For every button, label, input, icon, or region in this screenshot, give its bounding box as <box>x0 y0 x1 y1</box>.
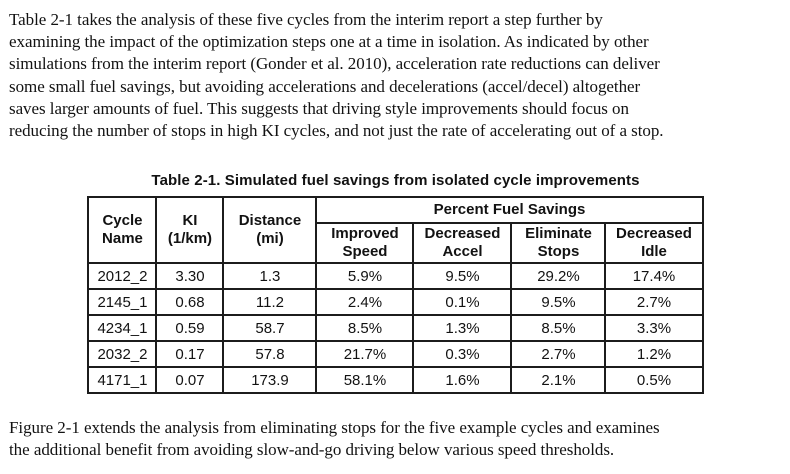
text-line: the additional benefit from avoiding slo… <box>9 440 615 460</box>
cycle-name-cell: 4234_1 <box>87 314 158 343</box>
cycle-name-cell: 2012_2 <box>87 262 158 291</box>
decreased-idle-cell: 0.5% <box>604 366 704 395</box>
improved-speed-cell: 8.5% <box>315 314 415 343</box>
col-header-decreased-idle: Decreased Idle <box>604 222 704 265</box>
decreased-idle-cell: 3.3% <box>604 314 704 343</box>
distance-cell: 58.7 <box>222 314 318 343</box>
text-line: Table 2-1 takes the analysis of these fi… <box>9 10 603 29</box>
col-header-cycle-name: Cycle Name <box>87 196 158 265</box>
decreased-idle-cell: 17.4% <box>604 262 704 291</box>
ki-cell: 0.07 <box>155 366 225 395</box>
ki-cell: 0.68 <box>155 288 225 317</box>
improved-speed-cell: 5.9% <box>315 262 415 291</box>
decreased-accel-cell: 1.6% <box>412 366 513 395</box>
cycle-name-cell: 2145_1 <box>87 288 158 317</box>
text-line: some small fuel savings, but avoiding ac… <box>9 76 641 96</box>
text-line: Figure 2-1 extends the analysis from eli… <box>9 418 660 438</box>
cycle-name-cell: 2032_2 <box>87 340 158 369</box>
fuel-savings-table: Cycle Name KI (1/km) Distance (mi) Perce… <box>87 196 704 395</box>
eliminate-stops-cell: 29.2% <box>510 262 607 291</box>
table-row: 4234_1 0.59 58.7 8.5% 1.3% 8.5% 3.3% <box>87 314 704 343</box>
col-header-ki: KI (1/km) <box>155 196 225 265</box>
decreased-accel-cell: 0.3% <box>412 340 513 369</box>
col-header-eliminate-stops: Eliminate Stops <box>510 222 607 265</box>
col-header-decreased-accel: Decreased Accel <box>412 222 513 265</box>
text-line: reducing the number of stops in high KI … <box>9 121 664 141</box>
table-body: 2012_2 3.30 1.3 5.9% 9.5% 29.2% 17.4% 2145_1 0.6… <box>87 262 704 395</box>
cycle-name-cell: 4171_1 <box>87 366 158 395</box>
table-header-row-2: Improved Speed Decreased Accel Eliminate… <box>88 222 704 265</box>
table-row: 4171_1 0.07 173.9 58.1% 1.6% 2.1% 0.5% <box>87 366 704 395</box>
text-line: simulations from the interim report (Gon… <box>9 54 660 74</box>
table-row: 2032_2 0.17 57.8 21.7% 0.3% 2.7% 1.2% <box>87 340 704 369</box>
improved-speed-cell: 58.1% <box>315 366 415 395</box>
col-header-distance: Distance (mi) <box>222 196 318 265</box>
text-line: examining the impact of the optimization… <box>9 32 649 52</box>
decreased-accel-cell: 1.3% <box>412 314 513 343</box>
text-line: saves larger amounts of fuel. This sugge… <box>9 98 629 118</box>
improved-speed-cell: 21.7% <box>315 340 415 369</box>
ki-cell: 0.17 <box>155 340 225 369</box>
distance-cell: 173.9 <box>222 366 318 395</box>
improved-speed-cell: 2.4% <box>315 288 415 317</box>
eliminate-stops-cell: 8.5% <box>510 314 607 343</box>
table-row: 2145_1 0.68 11.2 2.4% 0.1% 9.5% 2.7% <box>87 288 704 317</box>
intro-paragraph: Table 2-1 takes the analysis of these fi… <box>9 9 782 142</box>
distance-cell: 57.8 <box>222 340 318 369</box>
col-header-group-percent-fuel-savings: Percent Fuel Savings <box>315 196 704 225</box>
distance-cell: 1.3 <box>222 262 318 291</box>
decreased-idle-cell: 1.2% <box>604 340 704 369</box>
document-page: Table 2-1 takes the analysis of these fi… <box>9 9 782 461</box>
ki-cell: 0.59 <box>155 314 225 343</box>
eliminate-stops-cell: 2.7% <box>510 340 607 369</box>
col-header-improved-speed: Improved Speed <box>315 222 415 265</box>
table-row: 2012_2 3.30 1.3 5.9% 9.5% 29.2% 17.4% <box>87 262 704 291</box>
decreased-idle-cell: 2.7% <box>604 288 704 317</box>
decreased-accel-cell: 0.1% <box>412 288 513 317</box>
closing-paragraph: Figure 2-1 extends the analysis from eli… <box>9 417 782 461</box>
decreased-accel-cell: 9.5% <box>412 262 513 291</box>
eliminate-stops-cell: 9.5% <box>510 288 607 317</box>
table-caption: Table 2-1. Simulated fuel savings from i… <box>151 172 640 190</box>
distance-cell: 11.2 <box>222 288 318 317</box>
eliminate-stops-cell: 2.1% <box>510 366 607 395</box>
table-header-row-1: Cycle Name KI (1/km) Distance (mi) Perce… <box>87 196 704 265</box>
ki-cell: 3.30 <box>155 262 225 291</box>
